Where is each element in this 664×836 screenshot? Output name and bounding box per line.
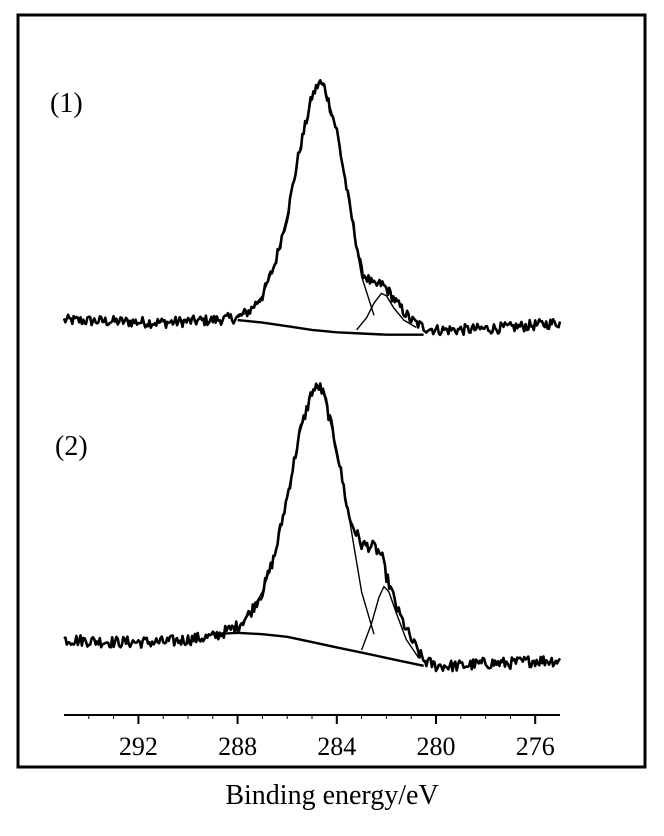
x-tick-label: 276 (516, 732, 555, 761)
measured-spectrum-line (62, 79, 562, 337)
secondary-component-line (360, 585, 420, 659)
x-tick-label: 292 (119, 732, 158, 761)
secondary-component-line (356, 292, 417, 331)
background-line (212, 631, 424, 667)
panel-1: (1) (50, 79, 562, 337)
x-tick-label: 284 (317, 732, 356, 761)
main-component-line (237, 81, 375, 319)
panels: (1) (2) (50, 79, 562, 673)
x-tick-label: 288 (218, 732, 257, 761)
x-tick-label: 280 (417, 732, 456, 761)
panel-label: (2) (55, 431, 88, 462)
x-axis-title: Binding energy/eV (225, 780, 439, 811)
background-line (237, 318, 424, 336)
measured-spectrum-line (63, 382, 562, 673)
main-component-line (237, 385, 375, 635)
chart-frame (16, 13, 647, 769)
x-axis: 292 288 284 280 276 (64, 714, 560, 761)
panel-label: (1) (50, 88, 83, 119)
panel-2: (2) (55, 382, 562, 673)
